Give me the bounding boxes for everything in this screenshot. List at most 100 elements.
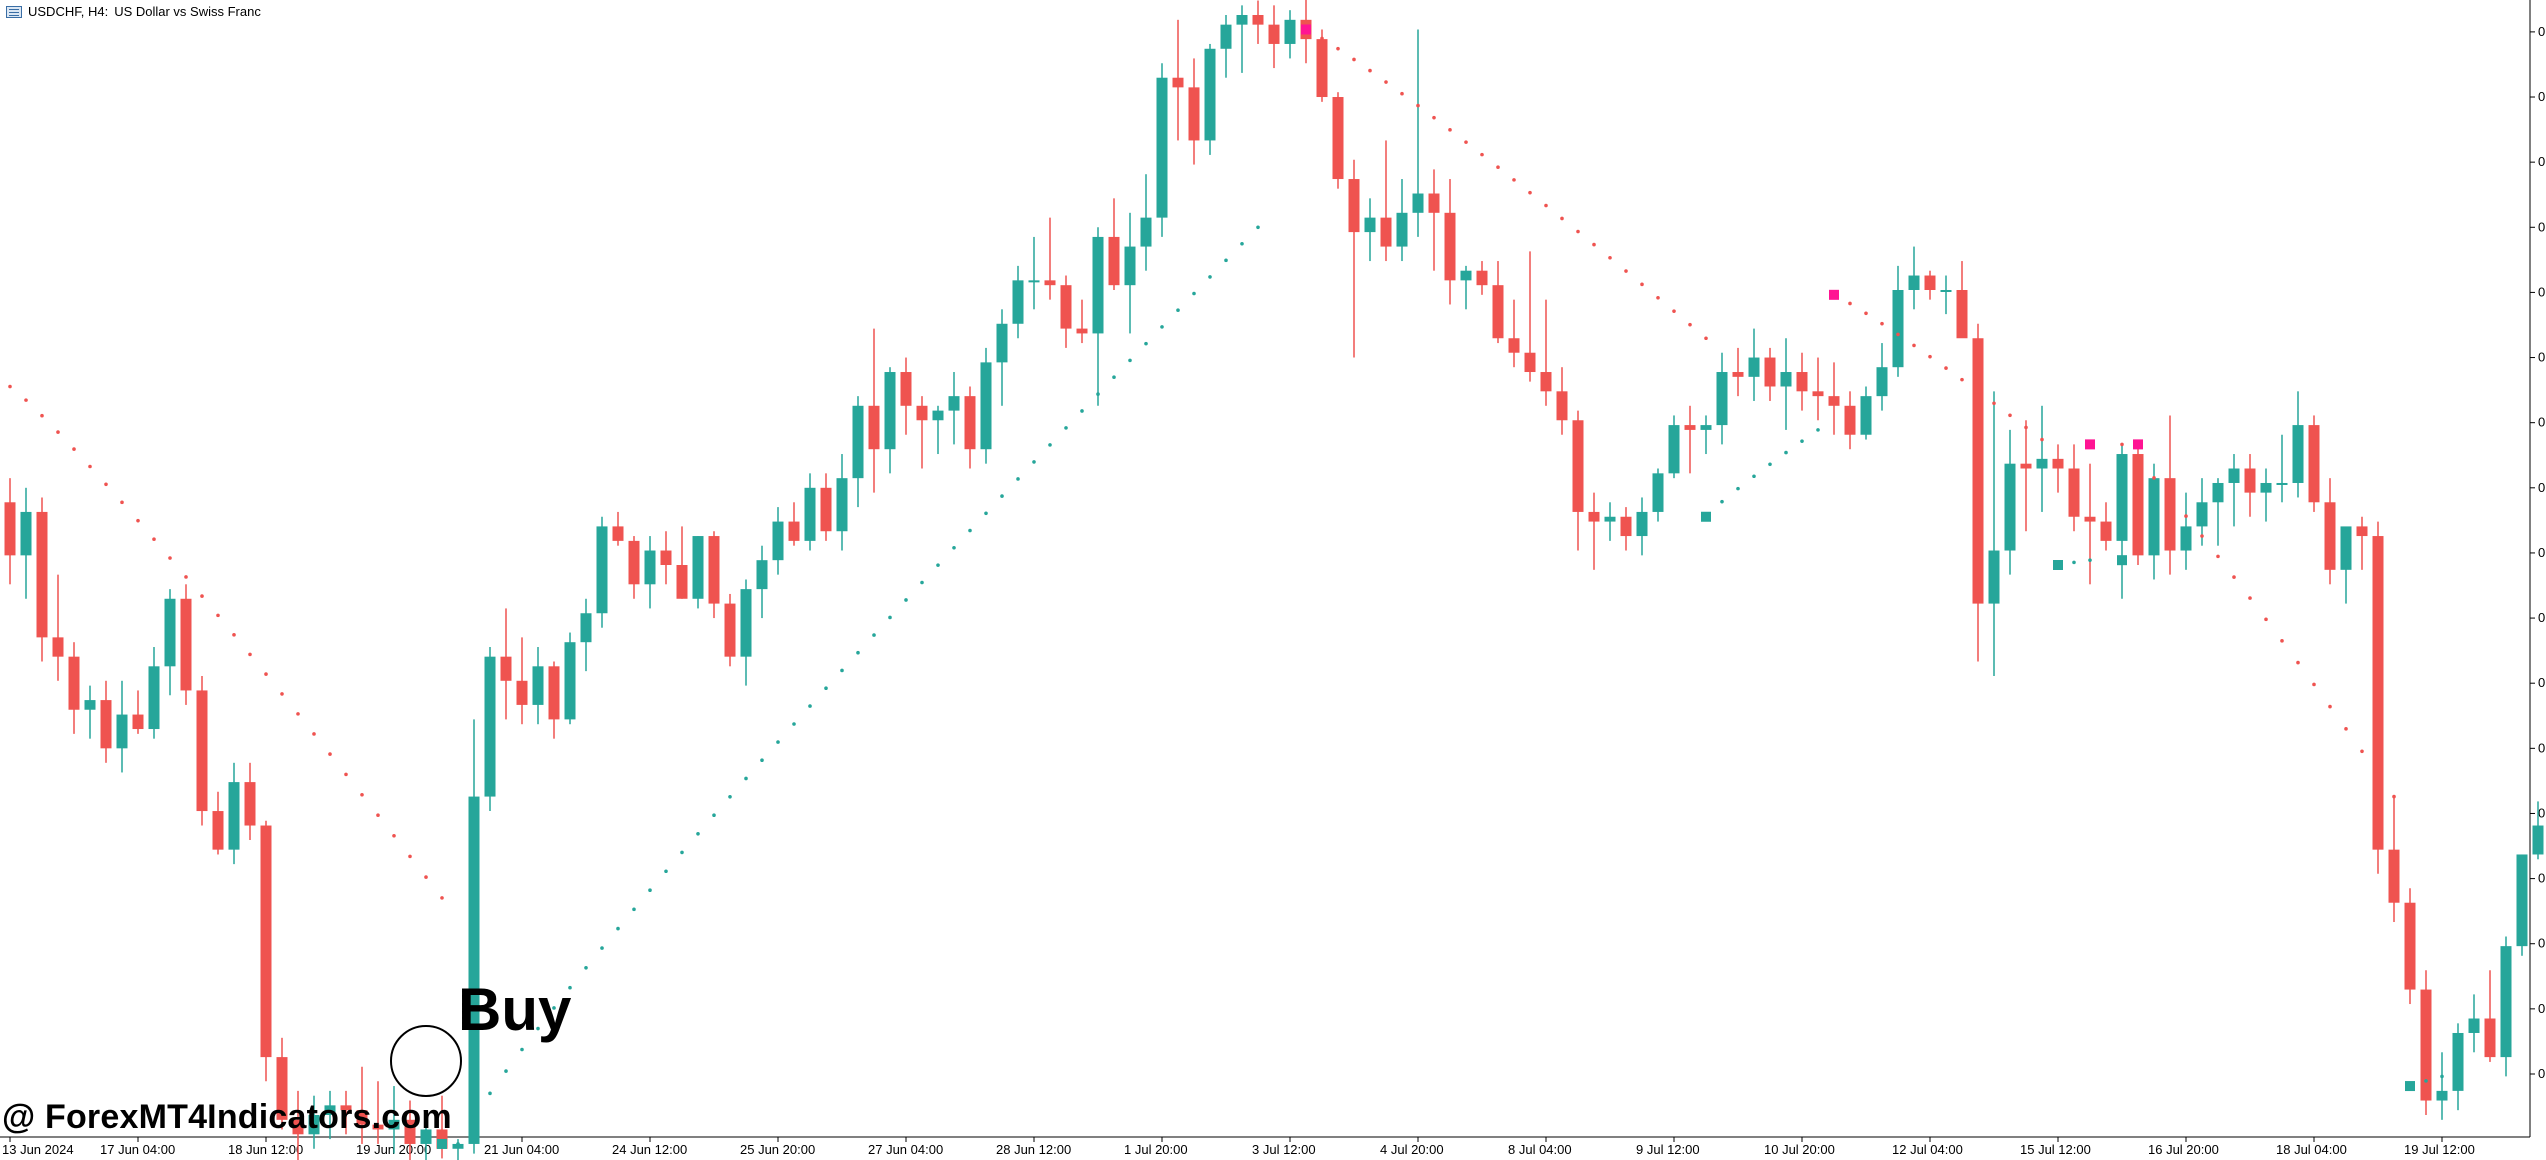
sar-dot xyxy=(664,869,668,874)
sar-dot xyxy=(680,850,684,855)
sar-dot xyxy=(1624,269,1628,273)
y-tick-label: 0.90070 xyxy=(2538,219,2546,234)
sar-dot xyxy=(1640,282,1644,287)
candle-bear xyxy=(1252,15,1264,25)
candle-bull xyxy=(836,478,848,532)
sar-dot xyxy=(1144,341,1148,346)
chart-window-icon[interactable] xyxy=(6,5,22,18)
candle-bear xyxy=(2420,989,2432,1101)
candle-bull xyxy=(388,1119,400,1130)
x-tick-label: 21 Jun 04:00 xyxy=(484,1142,559,1157)
sar-dot xyxy=(712,813,716,818)
candle-bull xyxy=(2532,825,2544,855)
candle-bear xyxy=(1316,39,1328,98)
sell-signal-marker xyxy=(1829,289,1839,300)
candle-bear xyxy=(2388,849,2400,903)
candle-bear xyxy=(2484,1018,2496,1058)
candle-bear xyxy=(2324,502,2336,570)
y-tick-label: 0.88450 xyxy=(2538,1001,2546,1016)
candle-bear xyxy=(2084,516,2096,522)
sar-dot xyxy=(472,1115,476,1119)
candle-bear xyxy=(2404,902,2416,990)
candle-bear xyxy=(1572,420,1584,512)
sar-dot xyxy=(936,563,940,567)
sar-dot xyxy=(1720,499,1724,504)
candle-bull xyxy=(996,323,1008,363)
sar-dot xyxy=(1400,91,1404,96)
candle-bull xyxy=(804,487,816,541)
candle-bull xyxy=(1284,19,1296,44)
candle-bull xyxy=(948,396,960,411)
chart-symbol: USDCHF, H4: xyxy=(28,4,109,19)
y-tick-label: 0.88990 xyxy=(2538,740,2546,755)
sar-dot xyxy=(1528,190,1532,195)
sar-dot xyxy=(296,712,300,716)
sar-dot xyxy=(1560,216,1564,221)
y-tick-label: 0.90205 xyxy=(2538,154,2546,169)
sar-dot xyxy=(1656,295,1660,300)
sar-dot xyxy=(696,831,700,836)
candle-bear xyxy=(916,405,928,421)
sar-dot xyxy=(344,772,348,777)
candle-bear xyxy=(2132,454,2144,556)
sar-dot xyxy=(1256,225,1260,230)
sar-dot xyxy=(2072,560,2076,565)
sar-dot xyxy=(1336,46,1340,51)
x-tick-label: 16 Jul 20:00 xyxy=(2148,1142,2219,1157)
candle-bear xyxy=(244,782,256,826)
sar-dot xyxy=(2360,749,2364,754)
candle-bull xyxy=(1860,396,1872,435)
candle-bear xyxy=(1172,77,1184,88)
candle-bull xyxy=(484,656,496,797)
candle-bear xyxy=(2372,536,2384,850)
x-tick-label: 18 Jul 04:00 xyxy=(2276,1142,2347,1157)
candle-bull xyxy=(1204,48,1216,141)
sar-dot xyxy=(1704,336,1708,341)
candle-bear xyxy=(68,656,80,710)
candle-bear xyxy=(1796,372,1808,392)
candle-bull xyxy=(420,1129,432,1144)
candle-bear xyxy=(628,540,640,585)
candle-bear xyxy=(2052,458,2064,469)
candle-bear xyxy=(372,1124,384,1130)
candle-bull xyxy=(2452,1032,2464,1091)
sar-dot xyxy=(456,1142,460,1146)
sar-dot xyxy=(1960,377,1964,382)
candle-bull xyxy=(2516,854,2528,947)
candle-bear xyxy=(516,680,528,705)
sar-dot xyxy=(1736,486,1740,491)
candle-bear xyxy=(1812,391,1824,397)
sar-dot xyxy=(744,776,748,781)
sar-dot xyxy=(824,686,828,691)
candle-bull xyxy=(1780,372,1792,387)
sar-dot xyxy=(200,594,204,598)
candle-bull xyxy=(2116,454,2128,541)
candle-bear xyxy=(1764,357,1776,387)
x-tick-label: 19 Jul 12:00 xyxy=(2404,1142,2475,1157)
sar-dot xyxy=(232,633,236,637)
sar-dot xyxy=(1816,428,1820,432)
candle-bear xyxy=(724,603,736,657)
sar-dot xyxy=(840,668,844,673)
sar-dot xyxy=(2424,1079,2428,1083)
sar-dot xyxy=(776,740,780,744)
sar-dot xyxy=(2168,494,2172,499)
x-tick-label: 8 Jul 04:00 xyxy=(1508,1142,1572,1157)
sar-dot xyxy=(1576,229,1580,234)
sar-dot xyxy=(2248,596,2252,600)
sar-dot xyxy=(2136,458,2140,462)
candle-bear xyxy=(2308,425,2320,503)
y-tick-label: 0.89665 xyxy=(2538,415,2546,430)
sar-dot xyxy=(760,758,764,763)
sar-dot xyxy=(648,888,652,892)
sar-dot xyxy=(520,1047,524,1052)
sar-dot xyxy=(152,537,156,542)
candle-bear xyxy=(1348,179,1360,233)
candle-bull xyxy=(1988,550,2000,604)
sar-dot xyxy=(920,580,924,585)
sar-dot xyxy=(984,511,988,516)
candle-bear xyxy=(356,1110,368,1125)
sar-dot xyxy=(2296,660,2300,665)
candle-bull xyxy=(468,796,480,1144)
